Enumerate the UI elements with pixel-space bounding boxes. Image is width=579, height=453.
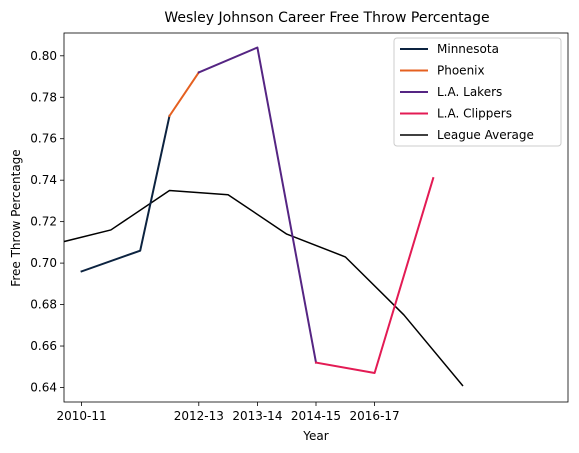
y-axis-label: Free Throw Percentage — [9, 149, 23, 286]
legend: Minnesota Phoenix L.A. Lakers L.A. Clippers… — [393, 37, 562, 147]
legend-label-league-average: League Average — [437, 128, 534, 142]
y-axis: 0.64 0.66 0.68 0.70 0.72 0.74 0.76 0.78 0.80 — [30, 49, 64, 394]
chart-title: Wesley Johnson Career Free Throw Percent… — [164, 10, 489, 26]
x-tick-label-2010-11: 2010-11 — [57, 409, 107, 423]
series-line-l-a-clippers — [314, 176, 435, 374]
y-tick-label-0-66: 0.66 — [30, 339, 57, 353]
legend-label-l-a-lakers: L.A. Lakers — [437, 85, 502, 99]
y-tick-label-0-72: 0.72 — [30, 215, 57, 229]
series-line-minnesota — [80, 114, 171, 273]
y-tick-label-0-76: 0.76 — [30, 132, 57, 146]
legend-label-l-a-clippers: L.A. Clippers — [437, 107, 512, 121]
legend-label-phoenix: Phoenix — [437, 64, 485, 78]
y-tick-label-0-68: 0.68 — [30, 298, 57, 312]
series-line-l-a-lakers — [197, 46, 318, 364]
y-tick-label-0-78: 0.78 — [30, 90, 57, 104]
legend-label-minnesota: Minnesota — [437, 42, 499, 56]
legend-box — [393, 37, 562, 147]
plot-lines-clipped — [64, 46, 464, 387]
x-tick-label-2013-14: 2013-14 — [232, 409, 282, 423]
x-axis: 2010-11 2012-13 2013-14 2014-15 2016-17 — [57, 402, 400, 423]
series-line-phoenix — [168, 71, 201, 118]
y-tick-label-0-74: 0.74 — [30, 173, 57, 187]
y-tick-label-0-70: 0.70 — [30, 256, 57, 270]
y-tick-label-0-64: 0.64 — [30, 380, 57, 394]
x-tick-label-2012-13: 2012-13 — [174, 409, 224, 423]
x-tick-label-2016-17: 2016-17 — [350, 409, 400, 423]
x-tick-label-2014-15: 2014-15 — [291, 409, 341, 423]
plot-lines — [64, 46, 464, 387]
y-tick-label-0-80: 0.80 — [30, 49, 57, 63]
x-axis-label: Year — [302, 429, 328, 443]
